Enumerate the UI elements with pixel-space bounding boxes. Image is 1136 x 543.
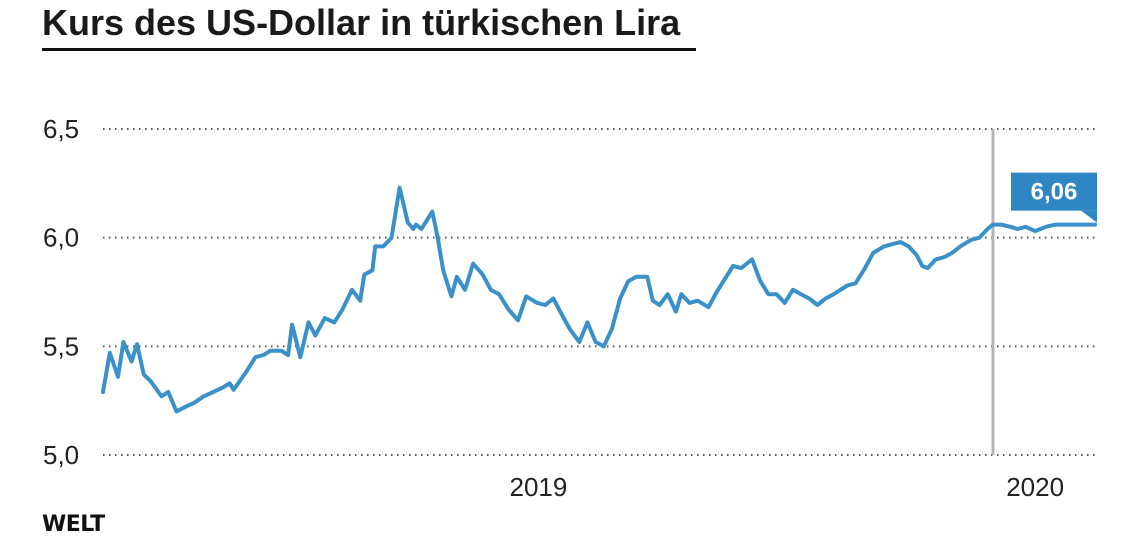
y-tick-label: 6,0 bbox=[43, 223, 79, 253]
x-axis-ticks: 2019 2020 bbox=[510, 472, 1065, 502]
welt-logo: WELT bbox=[42, 512, 105, 537]
grid-lines bbox=[103, 128, 1095, 456]
y-tick-label: 5,0 bbox=[43, 440, 79, 470]
series-line bbox=[101, 185, 1097, 414]
x-tick-label: 2019 bbox=[510, 472, 568, 502]
y-tick-label: 5,5 bbox=[43, 331, 79, 361]
chart-title: Kurs des US-Dollar in türkischen Lira bbox=[42, 2, 681, 43]
last-value-callout: 6,06 bbox=[1011, 172, 1097, 223]
callout-value: 6,06 bbox=[1031, 179, 1078, 206]
title-underline bbox=[42, 48, 696, 51]
callout-box bbox=[1011, 172, 1097, 211]
x-tick-label: 2020 bbox=[1006, 472, 1064, 502]
y-tick-label: 6,5 bbox=[43, 114, 79, 144]
y-axis-ticks: 6,5 6,0 5,5 5,0 bbox=[43, 114, 79, 470]
callout-pointer bbox=[1081, 210, 1097, 223]
